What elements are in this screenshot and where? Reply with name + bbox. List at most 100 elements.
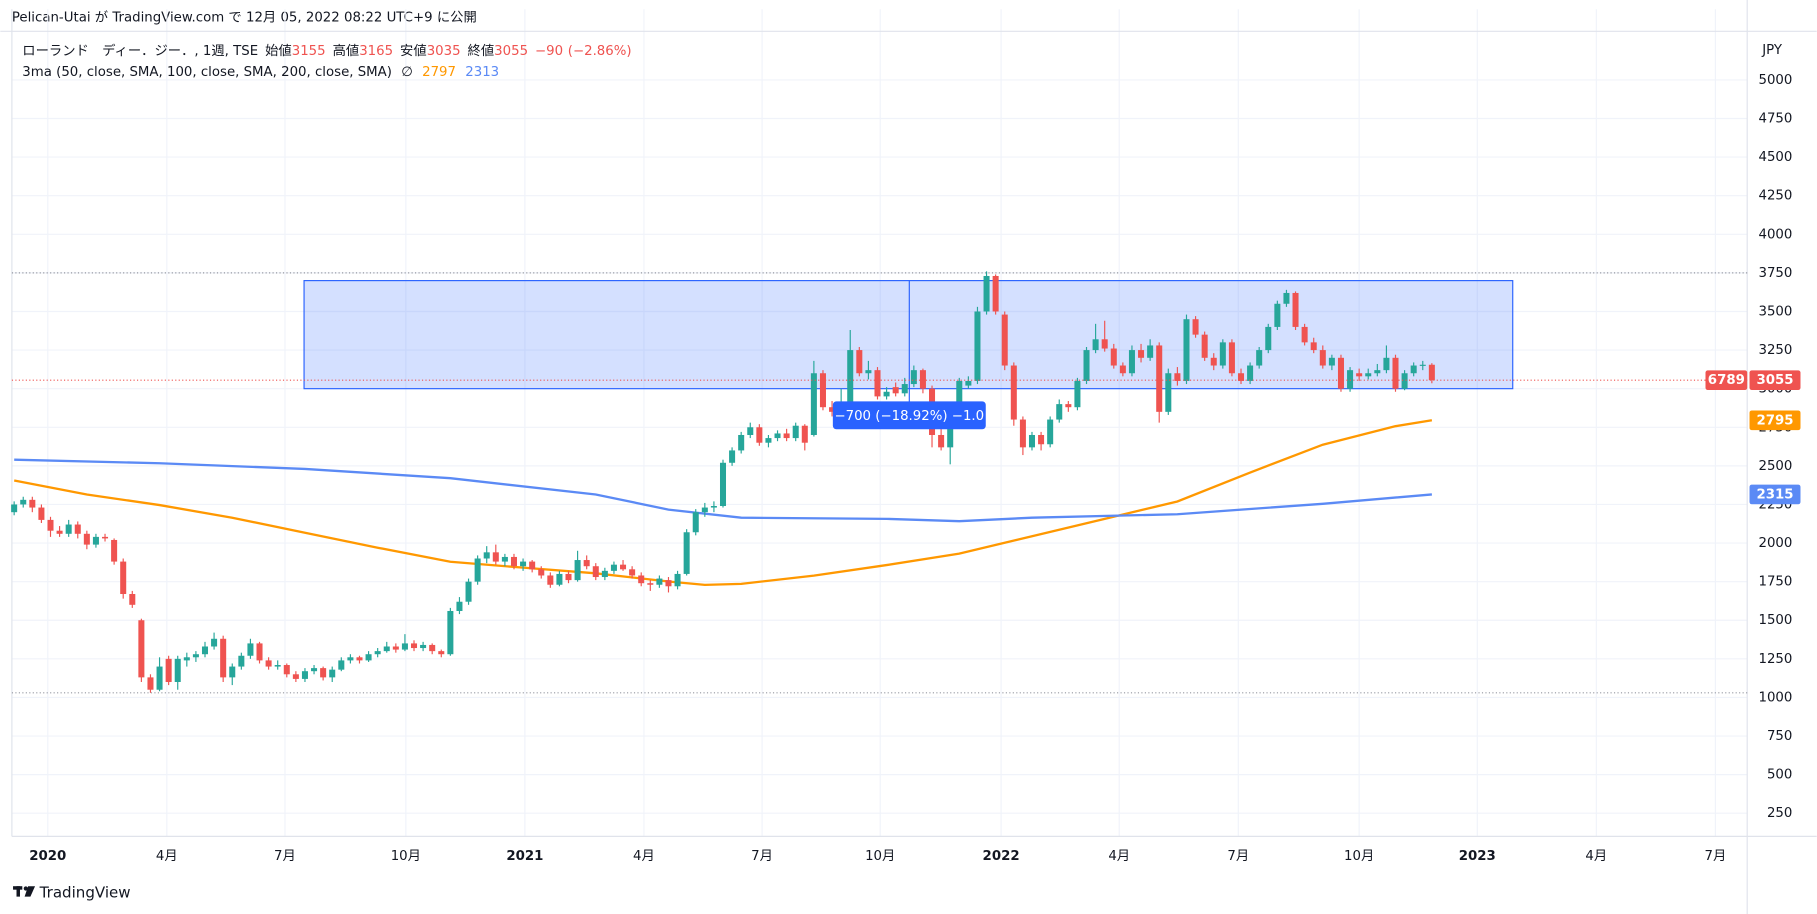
candle-body bbox=[29, 499, 36, 508]
ohlc-label: 始値 bbox=[265, 43, 292, 59]
candle-body bbox=[501, 556, 508, 562]
candle-body bbox=[565, 573, 572, 581]
candle-body bbox=[247, 643, 254, 656]
candle-body bbox=[1156, 345, 1163, 412]
candle-body bbox=[1183, 319, 1190, 381]
change-pct: (−2.86%) bbox=[568, 44, 632, 59]
candle-body bbox=[1138, 350, 1145, 358]
candle-body bbox=[1337, 357, 1344, 389]
candle-body bbox=[1383, 357, 1390, 371]
candle-body bbox=[683, 532, 690, 574]
candle-body bbox=[547, 575, 554, 585]
legend-symbol: ローランド ディー．ジー．, 1週, TSE bbox=[22, 42, 258, 59]
candle-body bbox=[401, 643, 408, 650]
candle-body bbox=[20, 499, 27, 505]
candle-body bbox=[47, 519, 54, 531]
candle-body bbox=[1356, 373, 1363, 377]
candle-body bbox=[1201, 334, 1208, 358]
x-tick-label: 10月 bbox=[391, 849, 421, 864]
candle-body bbox=[129, 594, 136, 605]
candle-body bbox=[983, 275, 990, 312]
candle-body bbox=[974, 311, 981, 381]
candle-body bbox=[1301, 326, 1308, 343]
candle-body bbox=[311, 668, 318, 672]
indicator-name: 3ma (50, close, SMA, 100, close, SMA, 20… bbox=[22, 65, 392, 80]
candle-body bbox=[1192, 319, 1199, 335]
candle-body bbox=[610, 564, 617, 571]
candle-body bbox=[201, 646, 209, 655]
candle-body bbox=[347, 657, 354, 661]
candle-body bbox=[220, 638, 227, 678]
candle-body bbox=[56, 530, 63, 534]
ohlc-value: 3155 bbox=[292, 44, 326, 59]
candle-body bbox=[783, 433, 790, 439]
candle-body bbox=[138, 620, 145, 678]
candle-body bbox=[1047, 419, 1054, 445]
candle-body bbox=[1228, 342, 1235, 374]
candle-body bbox=[1219, 342, 1226, 366]
candle-body bbox=[456, 601, 463, 611]
candle-body bbox=[447, 610, 454, 655]
candle-body bbox=[774, 433, 781, 439]
candle-body bbox=[956, 380, 963, 412]
last-price-tag-bg bbox=[1749, 370, 1801, 391]
candle-body bbox=[1010, 365, 1017, 420]
indicator-value: 2313 bbox=[465, 65, 499, 80]
y-tick-label: 4750 bbox=[1758, 112, 1792, 127]
candle-body bbox=[829, 407, 836, 412]
candle-body bbox=[847, 350, 854, 405]
candle-body bbox=[520, 561, 527, 567]
candle-body bbox=[965, 380, 972, 386]
candle-body bbox=[1019, 419, 1026, 448]
candle-body bbox=[738, 434, 745, 451]
x-tick-label: 2022 bbox=[983, 849, 1020, 864]
candle-body bbox=[529, 561, 536, 570]
candle-body bbox=[411, 643, 418, 649]
change: −90 bbox=[535, 44, 563, 59]
candle-body bbox=[1274, 303, 1281, 327]
candle-body bbox=[1092, 339, 1099, 351]
candle-body bbox=[147, 677, 154, 690]
candle-body bbox=[756, 427, 763, 443]
candle-body bbox=[1165, 373, 1172, 412]
ohlc-label: 安値 bbox=[400, 43, 427, 59]
candle-body bbox=[656, 578, 663, 585]
legend-indicator: 3ma (50, close, SMA, 100, close, SMA, 20… bbox=[22, 65, 499, 80]
y-tick-label: 250 bbox=[1767, 806, 1792, 821]
candle-body bbox=[1401, 373, 1408, 389]
indicator-value: 2797 bbox=[422, 65, 456, 80]
candle-body bbox=[238, 655, 245, 667]
y-tick-label: 2000 bbox=[1758, 536, 1792, 551]
candle-body bbox=[1256, 350, 1263, 366]
candle-body bbox=[647, 583, 654, 585]
candle-body bbox=[38, 507, 45, 520]
candle-body bbox=[256, 643, 263, 661]
x-tick-label: 10月 bbox=[865, 849, 895, 864]
range-label-bg bbox=[832, 401, 986, 430]
candle-body bbox=[11, 504, 18, 513]
candle-body bbox=[1392, 357, 1399, 389]
ma-tag: 2315 bbox=[1756, 487, 1793, 502]
x-tick-label: 7月 bbox=[751, 849, 773, 864]
candle-body bbox=[865, 370, 872, 374]
candle-body bbox=[265, 660, 272, 667]
candle-body bbox=[320, 668, 327, 678]
candle-body bbox=[592, 566, 599, 578]
candle-body bbox=[283, 665, 290, 675]
candle-body bbox=[874, 370, 881, 397]
candle-body bbox=[747, 427, 754, 435]
y-tick-label: 1750 bbox=[1758, 575, 1792, 590]
candle-body bbox=[1410, 365, 1417, 374]
candle-body bbox=[583, 560, 590, 567]
candle-body bbox=[383, 646, 390, 652]
candle-body bbox=[856, 350, 863, 374]
candle-body bbox=[992, 275, 999, 312]
candle-body bbox=[1283, 292, 1290, 304]
candle-body bbox=[211, 638, 218, 647]
candle-body bbox=[620, 564, 627, 570]
ma-tag-bg bbox=[1749, 484, 1801, 505]
candle-body bbox=[574, 560, 581, 581]
candle-body bbox=[1365, 373, 1372, 377]
ma-line bbox=[13, 419, 1433, 587]
y-tick-label: 4000 bbox=[1758, 227, 1792, 242]
